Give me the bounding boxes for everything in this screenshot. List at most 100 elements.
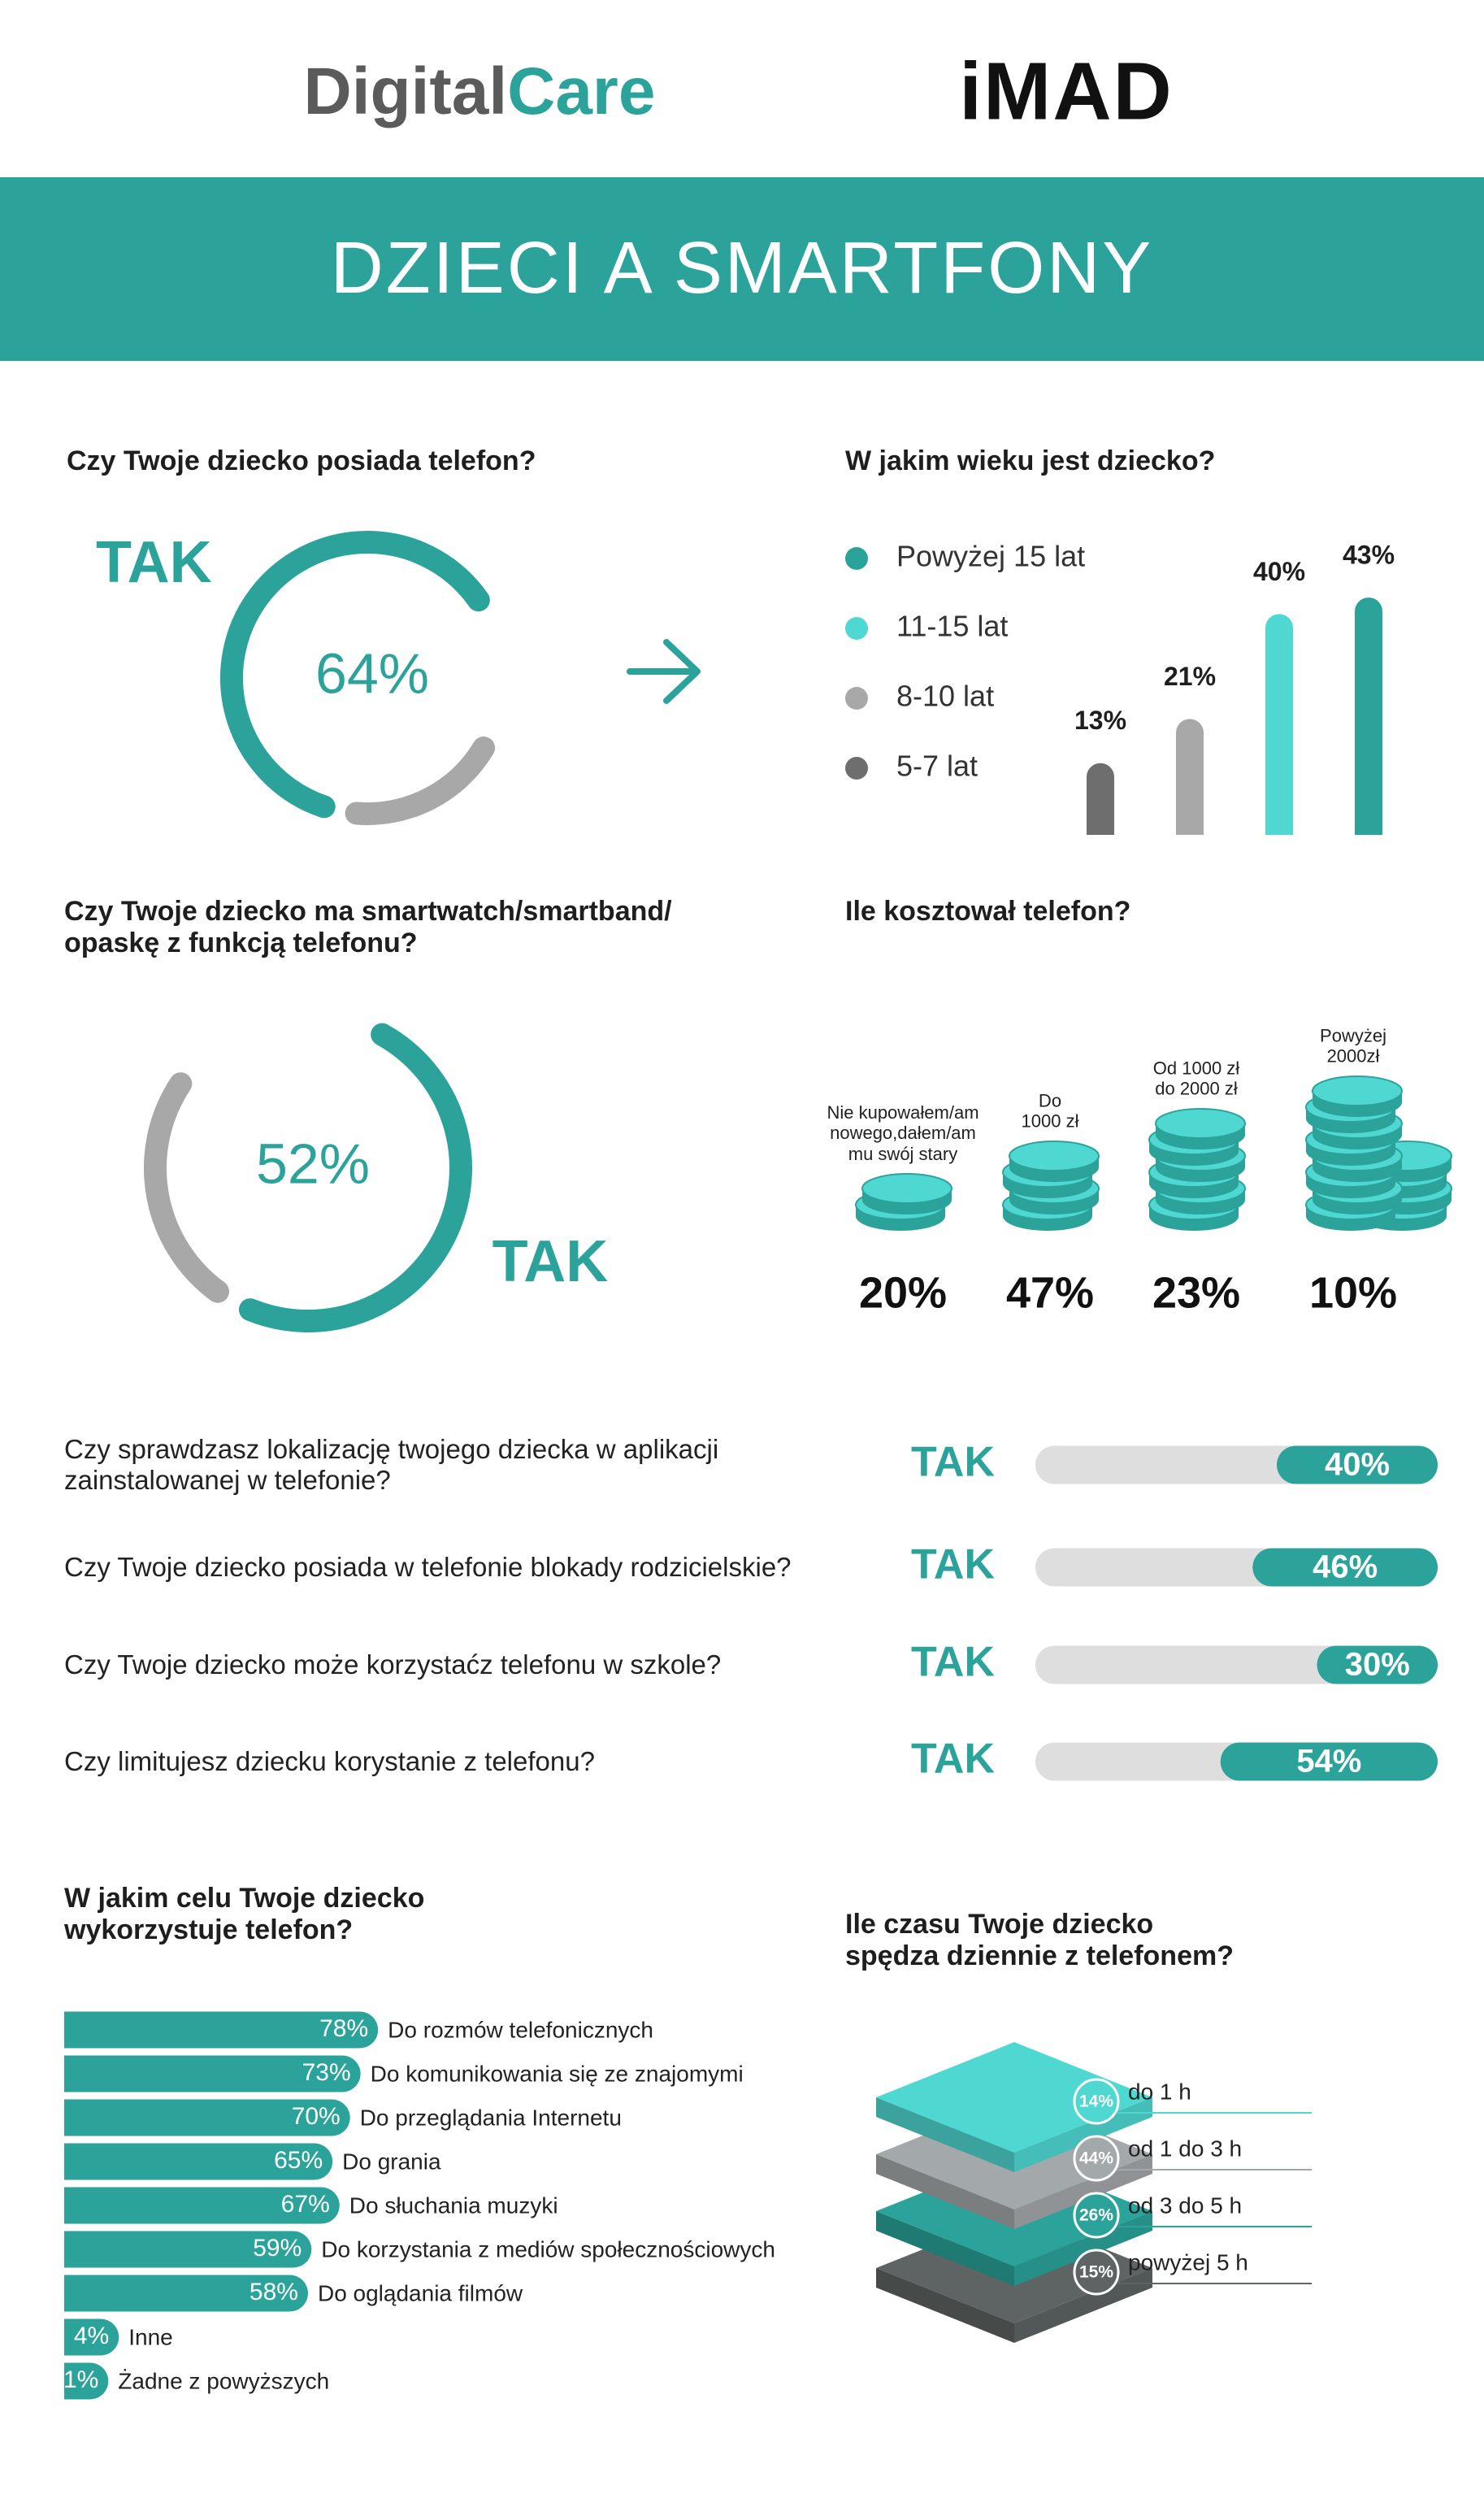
layer-shade [876,2211,1014,2286]
donut-arc [220,531,490,819]
logo-imad: iMAD [959,46,1174,137]
coin-top [1155,1108,1246,1139]
bar [64,2362,109,2400]
legend-marker [845,757,868,780]
category-label: Inne [128,2324,173,2349]
layer-side [1014,2097,1152,2172]
layer-side [1014,2211,1152,2286]
bar [1355,598,1382,835]
value-label: 23% [1152,1268,1240,1317]
progress-fill [1220,1742,1438,1781]
bar-foot [1087,821,1114,835]
bar [64,2011,379,2049]
coin-top [861,1173,952,1204]
progress-fill [1317,1645,1438,1684]
progress-value-label: 46% [1313,1549,1378,1585]
value-label: 10% [1309,1268,1397,1317]
bar-foot [1355,821,1382,835]
coin-top [1312,1076,1403,1106]
category-label: od 1 do 3 h [1128,2136,1242,2161]
coin-stack [1002,1141,1100,1231]
legend-label: 8-10 lat [896,680,994,713]
layer-shade [876,2097,1014,2172]
bar [1087,763,1114,835]
value-label: 20% [859,1268,947,1317]
layer-shade [1014,2097,1152,2172]
coin-stack [1148,1108,1246,1231]
question: Czy Twoje dziecko posiada w telefonie bl… [64,1552,792,1583]
badge [1073,2249,1120,2296]
legend-marker [845,687,868,710]
badge-value-label: 44% [1079,2149,1113,2168]
logo-part: Care [507,54,655,128]
arrow [627,639,701,704]
badge [1073,2135,1120,2182]
donut-label: TAK [96,530,212,595]
bar-value-label: 58% [250,2279,298,2305]
category-label: Do oglądania filmów [318,2280,523,2305]
layer-shade [1014,2154,1152,2229]
layer-shade [876,2268,1014,2343]
layer-side [876,2268,1014,2343]
bar-value-label: 21% [1164,662,1216,691]
category-label: do 1 h [1128,2079,1191,2104]
bar [64,2099,350,2136]
logo-part: Digital [304,54,508,128]
bar-foot [1265,821,1293,835]
progress-value-label: 54% [1296,1744,1361,1779]
category-label: Powyżej 2000zł [1320,1025,1386,1067]
donut-value-label: 52% [256,1132,370,1195]
answer-label: TAK [911,1541,995,1588]
coin-stack [1305,1076,1452,1231]
layer-side [876,2211,1014,2286]
donut-label: TAK [492,1229,609,1294]
bar-value-label: 73% [302,2059,351,2086]
legend-label: 5-7 lat [896,750,978,783]
category-label: Do słuchania muzyki [349,2192,558,2218]
category-label: Od 1000 zł do 2000 zł [1152,1058,1240,1099]
layer-side [1014,2154,1152,2229]
layer-side [876,2097,1014,2172]
category-label: Do korzystania z mediów społecznościowyc… [321,2236,775,2262]
layer-shade [1014,2211,1152,2286]
legend-marker [845,617,868,640]
bar [64,2318,119,2356]
bar-value-label: 43% [1343,540,1395,569]
bar [64,2143,333,2180]
bar-value-label: 4% [74,2323,109,2349]
bar [64,2187,340,2224]
chart-title: Ile kosztował telefon? [845,896,1131,927]
chart-title: Czy Twoje dziecko ma smartwatch/smartban… [64,896,672,959]
bar [64,2055,361,2092]
category-label: od 3 do 5 h [1128,2192,1242,2218]
answer-label: TAK [911,1736,995,1783]
badge-value-label: 26% [1079,2206,1113,2225]
question: Czy sprawdzasz lokalizację twojego dziec… [64,1434,719,1495]
donut-remainder [345,737,496,825]
chart-title: W jakim wieku jest dziecko? [845,445,1216,476]
donut-value-label: 64% [315,641,429,705]
bar [64,2275,308,2312]
answer-label: TAK [911,1639,995,1686]
badge [1073,2078,1120,2125]
bar-foot [1176,821,1204,835]
legend-marker [845,547,868,570]
progress-value-label: 30% [1345,1647,1410,1683]
badge-value-label: 14% [1079,2092,1113,2111]
legend-label: Powyżej 15 lat [896,540,1085,573]
header-title: DZIECI A SMARTFONY [331,228,1154,309]
chart-title: Ile czasu Twoje dziecko spędza dziennie … [845,1909,1234,1972]
progress-fill [1277,1445,1438,1484]
progress-value-label: 40% [1325,1447,1390,1483]
category-label: powyżej 5 h [1128,2249,1248,2275]
progress-fill [1252,1548,1438,1587]
bar-value-label: 67% [281,2191,330,2218]
badge-value-label: 15% [1079,2263,1113,2282]
bar-value-label: 13% [1074,706,1126,735]
category-label: Żadne z powyższych [118,2368,329,2393]
logo-digitalcare: DigitalCare [304,54,656,128]
category-label: Do rozmów telefonicznych [388,2017,653,2042]
category-label: Do grania [342,2149,441,2174]
coin-stack [855,1173,952,1231]
